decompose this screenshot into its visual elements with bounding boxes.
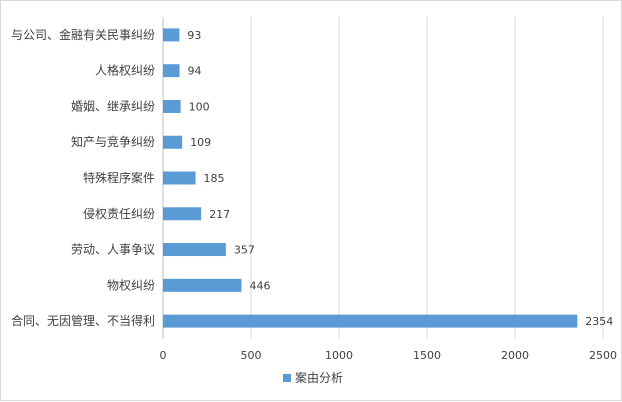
bar	[163, 99, 181, 113]
x-tick-label: 2000	[501, 349, 529, 362]
x-tick-label: 0	[160, 349, 167, 362]
bar	[163, 64, 180, 78]
bar	[163, 171, 196, 185]
category-label: 婚姻、继承纠纷	[71, 98, 155, 113]
x-tick-label: 2500	[589, 349, 617, 362]
bar	[163, 135, 183, 149]
data-label: 357	[234, 244, 255, 257]
x-tick-label: 1500	[413, 349, 441, 362]
category-label: 合同、无因管理、不当得利	[11, 313, 155, 328]
data-label: 217	[209, 208, 230, 221]
bar	[163, 314, 578, 328]
category-label: 侵权责任纠纷	[83, 206, 155, 221]
legend-swatch	[283, 374, 291, 382]
data-label: 93	[187, 29, 201, 42]
category-label: 物权纠纷	[107, 278, 155, 292]
data-label: 109	[190, 136, 211, 149]
data-label: 185	[204, 172, 225, 185]
data-label: 2354	[585, 315, 613, 328]
category-label: 劳动、人事争议	[71, 243, 155, 257]
data-label: 446	[249, 279, 270, 292]
legend-label: 案由分析	[295, 370, 343, 385]
bar	[163, 207, 202, 221]
category-label: 知产与竞争纠纷	[71, 135, 155, 149]
data-label: 100	[189, 100, 210, 113]
bar	[163, 28, 180, 42]
x-tick-label: 1000	[325, 349, 353, 362]
category-label: 人格权纠纷	[95, 63, 155, 78]
x-tick-label: 500	[241, 349, 262, 362]
data-label: 94	[188, 65, 202, 78]
category-label: 与公司、金融有关民事纠纷	[11, 27, 155, 42]
bar	[163, 278, 242, 292]
bar	[163, 243, 226, 257]
category-label: 特殊程序案件	[83, 170, 155, 185]
